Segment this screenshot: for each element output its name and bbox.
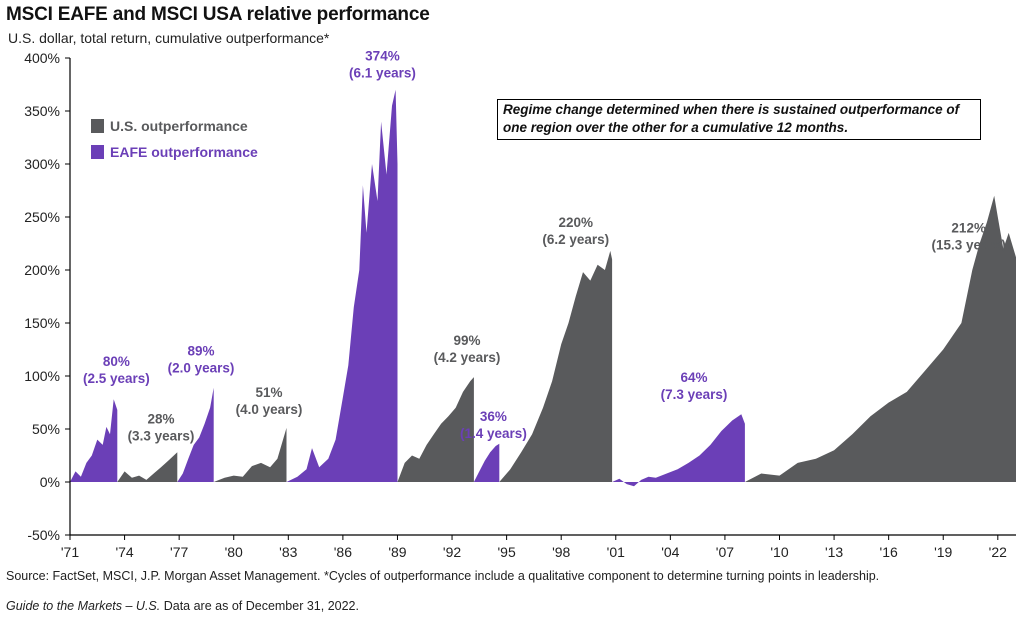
us-outperformance-area-7: [499, 250, 613, 482]
cycle-years-label: (2.5 years): [83, 371, 150, 386]
eafe-outperformance-area-2: [177, 387, 214, 482]
x-tick-label: '89: [388, 544, 406, 560]
x-tick-label: '13: [825, 544, 843, 560]
cycle-pct-label: 80%: [103, 354, 130, 369]
y-tick-label: 300%: [24, 156, 60, 172]
cycle-years-label: (6.1 years): [349, 66, 416, 81]
eafe-outperformance-area-6: [473, 443, 500, 482]
x-tick-label: '77: [170, 544, 188, 560]
cycle-years-label: (4.0 years): [236, 402, 303, 417]
us-outperformance-area-5: [397, 377, 474, 482]
cycle-years-label: (15.3 years): [932, 237, 1006, 252]
guide-title: Guide to the Markets – U.S.: [6, 599, 161, 613]
data-date: Data are as of December 31, 2022.: [160, 599, 359, 613]
cycle-pct-label: 28%: [147, 411, 174, 426]
x-tick-label: '71: [61, 544, 79, 560]
chart-subtitle: U.S. dollar, total return, cumulative ou…: [8, 30, 330, 46]
legend-label-us: U.S. outperformance: [110, 118, 248, 134]
eafe-outperformance-area-8: [612, 414, 745, 487]
y-tick-label: -50%: [27, 527, 60, 543]
x-tick-label: '74: [115, 544, 133, 560]
cycle-pct-label: 212%: [951, 220, 986, 235]
x-tick-label: '22: [989, 544, 1007, 560]
cycle-years-label: (4.2 years): [434, 350, 501, 365]
cycle-pct-label: 99%: [454, 333, 481, 348]
x-tick-label: '92: [443, 544, 461, 560]
x-tick-label: '10: [770, 544, 788, 560]
x-tick-label: '86: [334, 544, 352, 560]
cycle-pct-label: 89%: [187, 344, 214, 359]
eafe-outperformance-area-4: [286, 89, 398, 483]
chart-title: MSCI EAFE and MSCI USA relative performa…: [6, 4, 430, 25]
cycle-pct-label: 64%: [680, 370, 707, 385]
relative-performance-chart: -50% 0% 50% 100% 150% 200% 250% 300% 350% 400% '71…: [24, 49, 1016, 560]
cycle-pct-label: 51%: [256, 385, 283, 400]
cycle-pct-label: 374%: [365, 49, 400, 64]
cycle-pct-label: 220%: [558, 215, 593, 230]
y-tick-label: 400%: [24, 50, 60, 66]
plot-areas: [70, 89, 1016, 487]
cycle-years-label: (1.4 years): [460, 426, 527, 441]
x-tick-label: '80: [225, 544, 243, 560]
cycle-years-label: (2.0 years): [168, 361, 235, 376]
x-tick-label: '19: [934, 544, 952, 560]
cycle-years-label: (3.3 years): [128, 428, 195, 443]
regime-note: Regime change determined when there is s…: [497, 99, 981, 140]
plot-axes: -50% 0% 50% 100% 150% 200% 250% 300% 350% 400% '71…: [24, 50, 1016, 560]
x-tick-label: '95: [497, 544, 515, 560]
x-tick-label: '01: [607, 544, 625, 560]
legend-swatch-eafe: [91, 145, 104, 159]
y-tick-label: 250%: [24, 209, 60, 225]
x-tick-label: '16: [880, 544, 898, 560]
us-outperformance-area-9: [744, 195, 1016, 483]
y-tick-label: 350%: [24, 103, 60, 119]
plot-labels: 80% (2.5 years) 28% (3.3 years) 89% (2.0 year…: [83, 49, 1006, 444]
footer: Guide to the Markets – U.S. Data are as …: [6, 599, 359, 613]
us-outperformance-area-1: [117, 452, 178, 482]
legend-swatch-us: [91, 119, 104, 133]
legend-label-eafe: EAFE outperformance: [110, 144, 258, 160]
chart-legend: U.S. outperformance EAFE outperformance: [91, 118, 258, 160]
x-tick-label: '07: [716, 544, 734, 560]
source-note: Source: FactSet, MSCI, J.P. Morgan Asset…: [6, 569, 880, 583]
x-tick-label: '83: [279, 544, 297, 560]
cycle-pct-label: 36%: [480, 409, 507, 424]
y-tick-label: 50%: [32, 421, 60, 437]
x-tick-label: '04: [661, 544, 679, 560]
x-tick-label: '98: [552, 544, 570, 560]
cycle-years-label: (7.3 years): [661, 387, 728, 402]
us-outperformance-area-3: [213, 427, 287, 482]
cycle-years-label: (6.2 years): [542, 232, 609, 247]
eafe-outperformance-area-0: [70, 399, 118, 482]
y-tick-label: 0%: [40, 474, 60, 490]
y-tick-label: 100%: [24, 368, 60, 384]
y-tick-label: 200%: [24, 262, 60, 278]
y-tick-label: 150%: [24, 315, 60, 331]
